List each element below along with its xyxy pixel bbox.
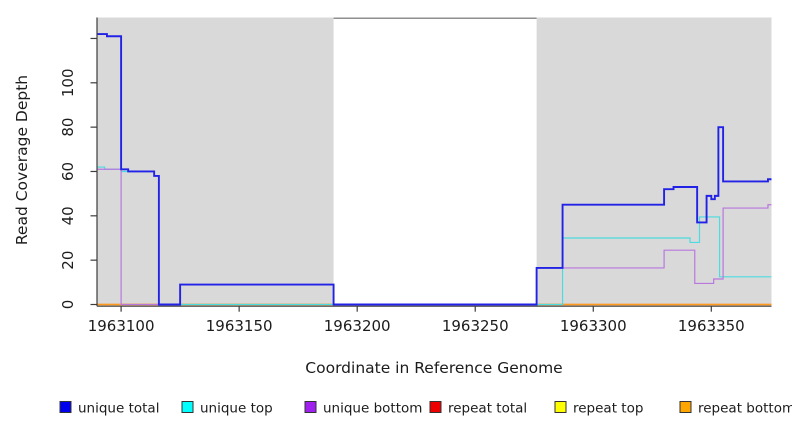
legend-swatch-unique-bottom: [304, 401, 317, 413]
legend-label: unique total: [78, 401, 159, 417]
legend-swatch-repeat-top: [554, 401, 567, 413]
x-tick-label: 1963300: [560, 317, 627, 335]
legend-swatch-unique-top: [181, 401, 194, 413]
y-tick-label: 60: [59, 162, 77, 181]
legend-item-unique-top: unique top: [181, 401, 273, 417]
x-tick-label: 1963350: [678, 317, 745, 335]
legend-swatch-unique-total: [59, 401, 72, 413]
y-tick-label: 0: [59, 300, 77, 310]
legend-label: repeat top: [573, 401, 643, 417]
legend-swatch-repeat-bottom: [679, 401, 692, 413]
legend-item-repeat-top: repeat top: [554, 401, 643, 417]
y-tick-label: 20: [59, 251, 77, 270]
y-tick-label: 40: [59, 206, 77, 225]
legend-label: unique bottom: [323, 401, 422, 417]
y-axis-title: Read Coverage Depth: [13, 75, 31, 245]
x-tick-label: 1963200: [324, 317, 391, 335]
legend-item-unique-bottom: unique bottom: [304, 401, 422, 417]
y-tick-label: 100: [59, 68, 77, 97]
x-axis-title: Coordinate in Reference Genome: [305, 359, 562, 377]
x-tick-label: 1963250: [442, 317, 509, 335]
legend-item-repeat-bottom: repeat bottom: [679, 401, 792, 417]
legend-label: unique top: [200, 401, 273, 417]
x-tick-label: 1963150: [206, 317, 273, 335]
legend-swatch-repeat-total: [429, 401, 442, 413]
legend-item-repeat-total: repeat total: [429, 401, 527, 417]
x-tick-label: 1963100: [88, 317, 155, 335]
legend-item-unique-total: unique total: [59, 401, 159, 417]
shaded-regions-layer: [97, 17, 772, 306]
axes-layer: 1963100 1963150 1963200 1963250 1963300 19633…: [59, 17, 772, 335]
legend-label: repeat total: [448, 401, 527, 417]
shaded-region: [536, 17, 772, 306]
shaded-region: [97, 17, 334, 306]
y-tick-label: 80: [59, 118, 77, 137]
legend: unique total unique top unique bottom repea…: [59, 401, 792, 417]
series-line-unique-total: [97, 33, 772, 306]
legend-label: repeat bottom: [698, 401, 792, 417]
series-lines-layer: [97, 33, 772, 306]
